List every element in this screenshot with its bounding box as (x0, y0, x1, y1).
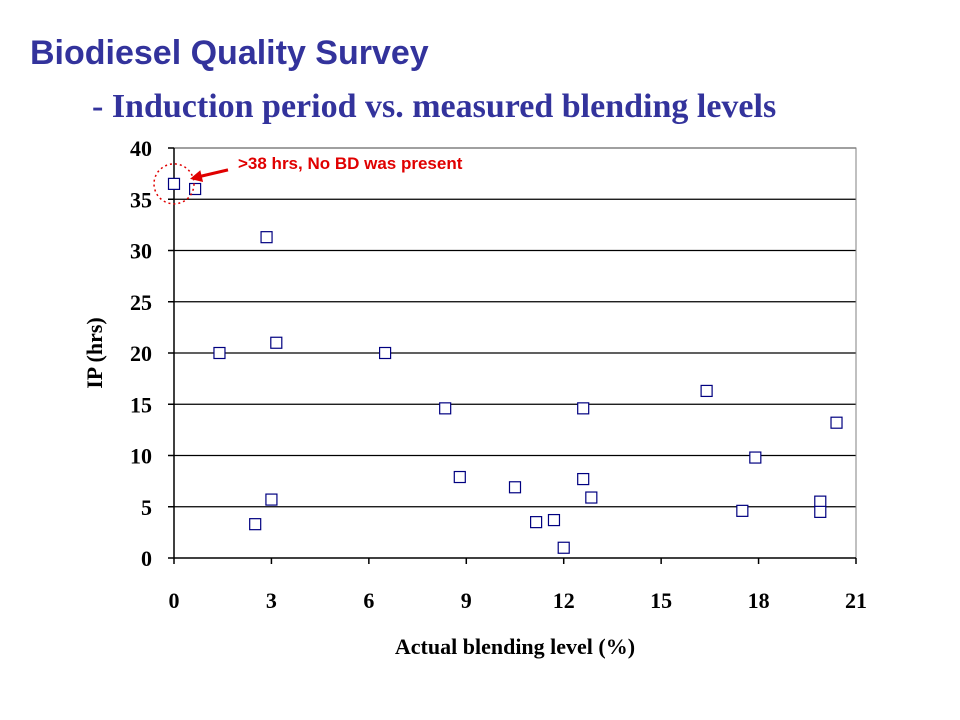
data-point-18 (736, 504, 749, 517)
data-point-1 (189, 182, 202, 196)
x-tick-label-6: 6 (363, 588, 374, 613)
data-point-15 (577, 402, 590, 415)
data-point-2 (213, 346, 226, 360)
y-tick-label-25: 25 (130, 290, 152, 315)
data-point-17 (700, 384, 713, 398)
annotation-highlight-circle (153, 163, 195, 205)
y-tick-labels: 0 5 10 15 20 25 30 35 40 (130, 136, 152, 571)
data-point-4 (260, 231, 273, 244)
data-point-7 (378, 346, 392, 360)
data-point-14 (577, 472, 590, 486)
y-tick-label-35: 35 (130, 187, 152, 212)
x-tick-labels: 0 3 6 9 12 15 18 21 (169, 588, 868, 613)
data-point-11 (530, 516, 543, 529)
page-title: Biodiesel Quality Survey (30, 34, 429, 72)
y-tick-label-0: 0 (141, 546, 152, 571)
data-point-20 (814, 495, 827, 508)
annotation: >38 hrs, No BD was present (153, 154, 463, 205)
x-tick-label-18: 18 (748, 588, 770, 613)
data-point-22 (830, 416, 843, 429)
data-point-6 (270, 336, 283, 349)
data-point-8 (439, 402, 452, 415)
y-tick-label-40: 40 (130, 136, 152, 161)
y-tick-label-10: 10 (130, 444, 152, 469)
x-tick-label-21: 21 (845, 588, 867, 613)
x-tick-label-0: 0 (169, 588, 180, 613)
y-tick-label-5: 5 (141, 495, 152, 520)
tick-marks (168, 147, 857, 564)
y-tick-label-20: 20 (130, 341, 152, 366)
data-point-21 (814, 505, 827, 518)
annotation-label: >38 hrs, No BD was present (238, 154, 463, 173)
y-tick-label-30: 30 (130, 239, 152, 264)
data-point-0 (167, 177, 181, 190)
x-tick-label-3: 3 (266, 588, 277, 613)
x-axis-title: Actual blending level (%) (395, 634, 635, 659)
data-point-3 (249, 518, 262, 531)
x-tick-label-15: 15 (650, 588, 672, 613)
data-point-13 (557, 541, 570, 554)
data-point-12 (547, 513, 561, 527)
data-points (167, 177, 843, 554)
x-tick-label-12: 12 (553, 588, 575, 613)
annotation-arrow-head (190, 170, 204, 182)
y-tick-label-15: 15 (130, 392, 152, 417)
data-point-5 (265, 493, 278, 506)
y-axis-title: IP (hrs) (82, 317, 107, 389)
data-point-9 (453, 470, 466, 484)
page-subtitle: - Induction period vs. measured blending… (92, 88, 777, 125)
data-point-10 (508, 481, 522, 494)
data-point-19 (749, 451, 762, 464)
x-tick-label-9: 9 (461, 588, 472, 613)
data-point-16 (585, 491, 598, 504)
